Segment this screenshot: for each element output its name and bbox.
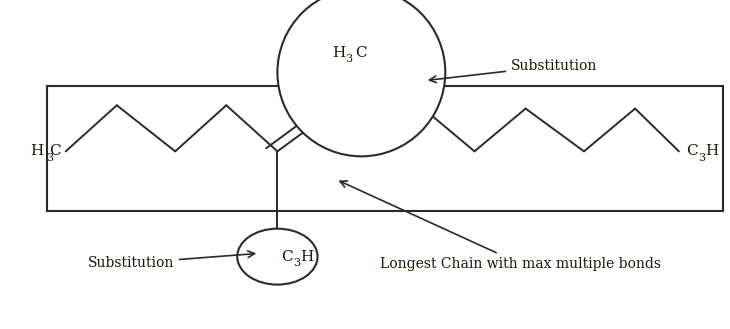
Text: 3: 3 (698, 153, 705, 163)
Text: H: H (705, 144, 718, 158)
Text: C: C (49, 144, 61, 158)
Ellipse shape (237, 229, 318, 285)
Text: Substitution: Substitution (429, 59, 597, 83)
Text: Longest Chain with max multiple bonds: Longest Chain with max multiple bonds (340, 181, 661, 271)
Ellipse shape (277, 0, 445, 156)
Text: C: C (686, 144, 698, 158)
Text: 3: 3 (46, 153, 53, 163)
Text: H: H (332, 46, 345, 60)
Text: H: H (31, 144, 44, 158)
Text: H: H (300, 250, 313, 264)
Text: Substitution: Substitution (88, 251, 255, 270)
Text: 3: 3 (345, 54, 353, 64)
Text: C: C (281, 250, 293, 264)
Bar (47, 86, 723, 211)
Text: 3: 3 (293, 258, 300, 267)
Text: C: C (356, 46, 367, 60)
